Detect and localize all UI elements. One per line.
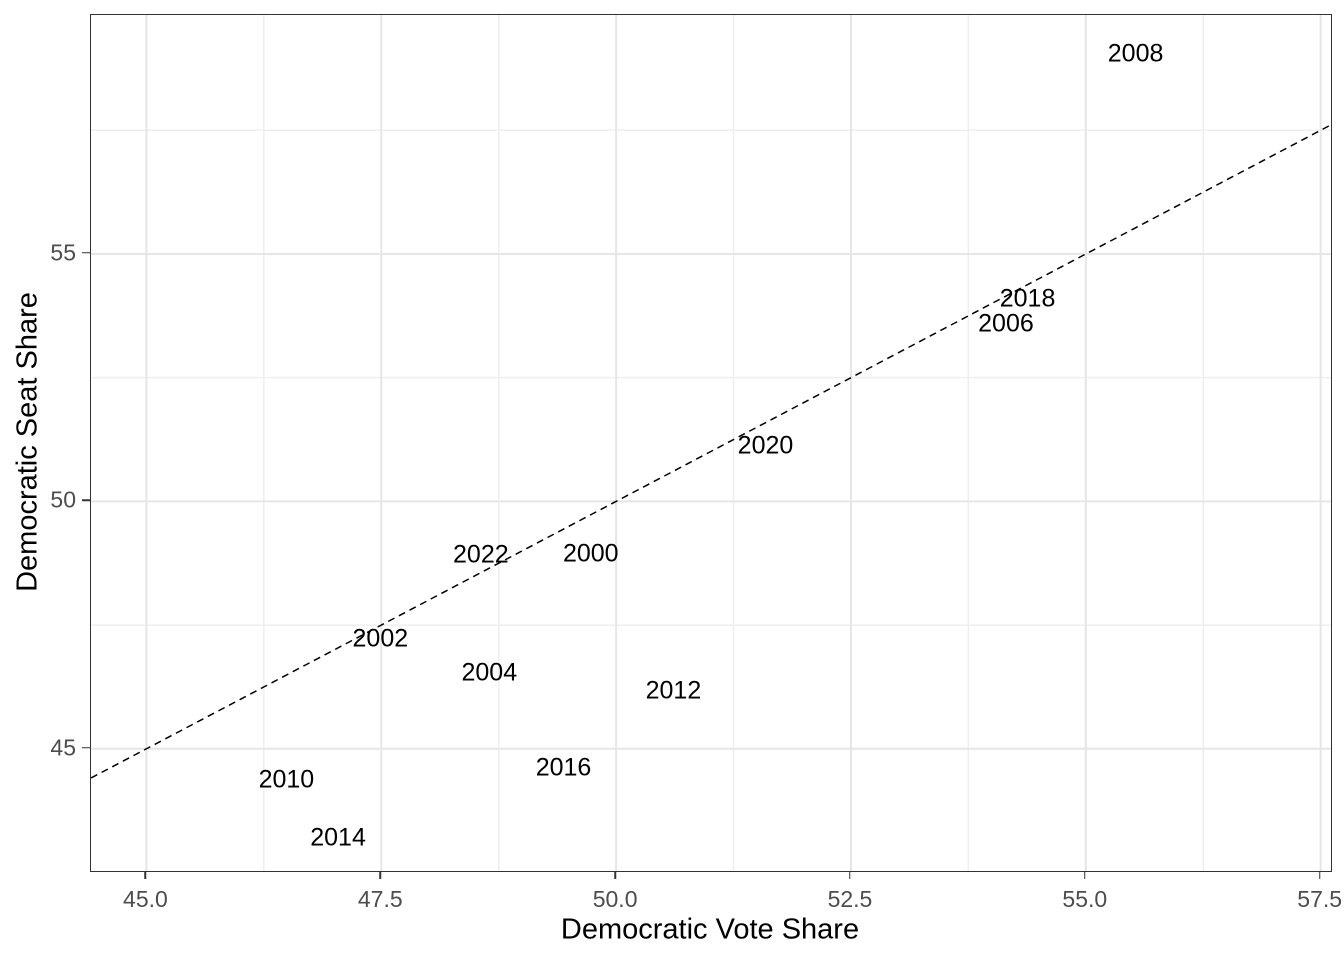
x-tick-mark-50.0 <box>614 871 616 880</box>
point-label-2016: 2016 <box>535 753 592 782</box>
point-label-2014: 2014 <box>310 823 366 852</box>
x-tick-mark-57.5 <box>1318 871 1321 880</box>
point-label-2020: 2020 <box>737 431 794 460</box>
point-label-2018: 2018 <box>999 284 1056 313</box>
x-tick-label-57.5: 57.5 <box>1297 886 1343 912</box>
y-tick-mark-45 <box>82 747 90 749</box>
point-label-2012: 2012 <box>645 676 702 705</box>
x-tick-label-50.0: 50.0 <box>592 886 638 912</box>
x-tick-label-45.0: 45.0 <box>123 886 168 912</box>
y-tick-label-50: 50 <box>50 486 76 513</box>
x-tick-mark-52.5 <box>849 871 851 880</box>
point-label-2000: 2000 <box>562 539 619 568</box>
plot-panel: 2000 2002 2004 2006 2008 2010 2012 2014 2016 2018… <box>90 14 1332 872</box>
x-axis-title: Democratic Vote Share <box>560 913 860 946</box>
x-tick-label-55.0: 55.0 <box>1062 886 1108 912</box>
y-tick-mark-50 <box>82 499 90 502</box>
y-axis-title: Democratic Seat Share <box>11 292 44 592</box>
y-tick-label-55: 55 <box>50 239 76 266</box>
point-label-2006: 2006 <box>978 309 1034 338</box>
x-tick-mark-55.0 <box>1084 871 1086 880</box>
y-tick-mark-55 <box>82 252 90 254</box>
x-tick-mark-45.0 <box>144 871 147 880</box>
x-tick-label-47.5: 47.5 <box>357 886 403 912</box>
point-label-2008: 2008 <box>1107 39 1164 68</box>
point-label-2002: 2002 <box>352 624 409 653</box>
x-tick-mark-47.5 <box>379 871 382 880</box>
y-tick-label-45: 45 <box>50 734 76 761</box>
plot-canvas <box>91 15 1331 871</box>
identity-reference-line <box>91 124 1331 779</box>
point-label-2004: 2004 <box>461 658 518 687</box>
point-label-2010: 2010 <box>258 765 315 794</box>
point-label-2022: 2022 <box>453 540 509 569</box>
x-tick-label-52.5: 52.5 <box>827 886 873 912</box>
